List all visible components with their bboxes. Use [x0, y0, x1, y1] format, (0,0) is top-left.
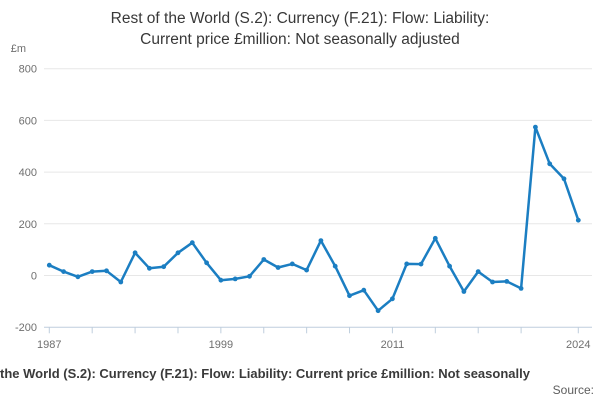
y-axis-unit-label: £m: [10, 43, 26, 55]
y-tick-labels: -200 0 200 400 600 800: [15, 64, 37, 335]
data-point: [189, 240, 195, 246]
y-tick-label: 800: [19, 64, 37, 76]
data-point: [547, 161, 553, 167]
series-polyline: [48, 125, 580, 312]
y-tick-label: 600: [19, 115, 37, 127]
data-point: [375, 308, 381, 314]
data-point: [418, 261, 424, 267]
data-point: [218, 277, 224, 283]
y-tick-label: 200: [19, 219, 37, 231]
data-point: [361, 287, 367, 293]
data-point: [461, 289, 467, 294]
data-point: [432, 235, 438, 241]
x-tick-label: 2011: [381, 339, 405, 351]
data-point: [475, 269, 481, 274]
data-point: [575, 217, 581, 223]
data-point: [504, 279, 510, 284]
source-label: Source:: [552, 383, 594, 397]
data-series-line: [48, 125, 580, 312]
data-point: [75, 274, 81, 280]
data-point: [118, 279, 124, 285]
data-point: [447, 263, 452, 269]
data-point: [61, 269, 66, 274]
data-point: [147, 265, 152, 271]
data-point: [261, 257, 267, 262]
data-series-points: [46, 124, 581, 314]
y-tick-label: -200: [15, 322, 37, 334]
data-point: [390, 296, 395, 302]
data-point: [175, 250, 181, 256]
x-tick-label: 2024: [566, 339, 590, 351]
data-point: [304, 267, 309, 273]
footer-clipped-title: the World (S.2): Currency (F.21): Flow: …: [0, 366, 530, 381]
data-point: [533, 124, 538, 130]
data-point: [46, 262, 52, 268]
chart-title-line2: Current price £million: Not seasonally a…: [140, 31, 460, 48]
data-point: [232, 276, 238, 282]
data-point: [561, 176, 567, 182]
data-point: [104, 268, 109, 274]
y-tick-label: 400: [19, 167, 37, 179]
data-point: [404, 261, 410, 267]
data-point: [89, 269, 95, 274]
data-point: [132, 250, 138, 256]
x-tick-label: 1999: [209, 339, 233, 351]
x-tick-label: 1987: [37, 339, 61, 351]
data-point: [332, 263, 338, 269]
data-point: [161, 264, 167, 270]
data-point: [275, 265, 281, 270]
data-point: [247, 273, 252, 279]
x-axis-ticks: [48, 327, 579, 334]
data-point: [289, 261, 295, 267]
y-gridlines: [44, 68, 592, 276]
data-point: [518, 286, 524, 291]
chart-title-line1: Rest of the World (S.2): Currency (F.21)…: [110, 10, 490, 27]
data-point: [490, 279, 495, 285]
data-point: [347, 293, 352, 299]
chart-title: Rest of the World (S.2): Currency (F.21)…: [0, 8, 600, 50]
data-point: [318, 238, 324, 244]
y-tick-label: 0: [31, 271, 37, 283]
data-point: [204, 260, 210, 266]
x-tick-labels: 1987 1999 2011 2024: [37, 339, 590, 351]
